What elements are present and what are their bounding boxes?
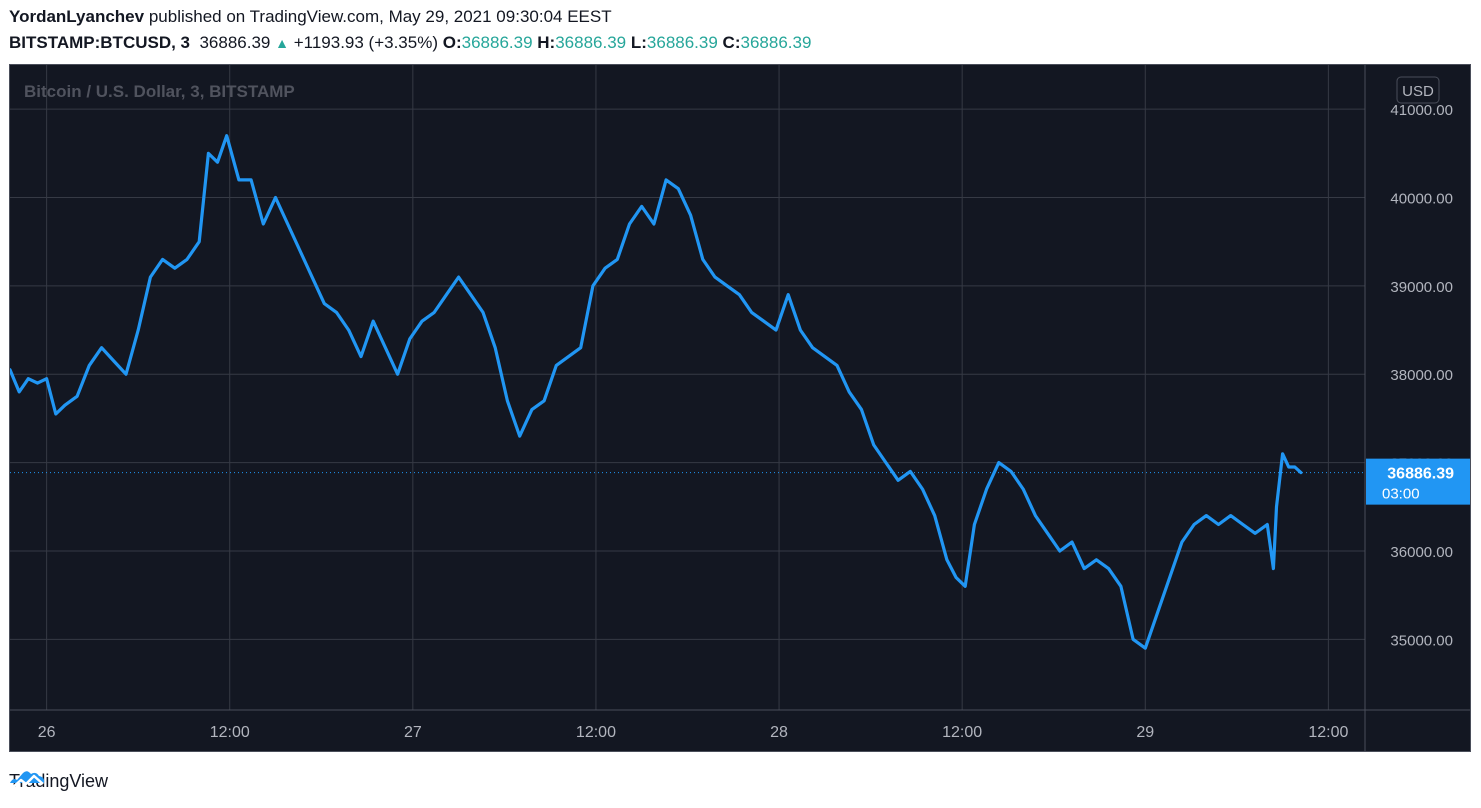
last-price: 36886.39 — [199, 33, 271, 52]
y-tick-label: 39000.00 — [1390, 279, 1453, 296]
currency-badge — [1396, 76, 1440, 104]
price-change: +1193.93 (+3.35%) — [293, 33, 438, 52]
up-triangle-icon: ▲ — [275, 35, 289, 51]
published-text: published on TradingView.com, May 29, 20… — [148, 7, 612, 26]
close-value: 36886.39 — [740, 33, 812, 52]
countdown-label: 03:00 — [1382, 486, 1420, 503]
close-label: C: — [722, 33, 741, 52]
x-tick-label: 26 — [38, 724, 56, 741]
high-label: H: — [537, 33, 556, 52]
chart-title: Bitcoin / U.S. Dollar, 3, BITSTAMP — [24, 82, 295, 101]
author-name[interactable]: YordanLyanchev — [9, 7, 145, 26]
price-chart[interactable]: 35000.0036000.0037000.0038000.0039000.00… — [10, 65, 1470, 751]
x-tick-label: 29 — [1136, 724, 1154, 741]
x-tick-label: 12:00 — [1308, 724, 1348, 741]
y-tick-label: 36000.00 — [1390, 544, 1453, 561]
open-value: 36886.39 — [461, 33, 533, 52]
currency-label: USD — [1402, 83, 1434, 100]
open-label: O: — [442, 33, 462, 52]
high-value: 36886.39 — [555, 33, 627, 52]
btc-price-line — [10, 134, 1303, 650]
y-tick-label: 35000.00 — [1390, 632, 1453, 649]
x-tick-label: 28 — [770, 724, 788, 741]
low-label: L: — [630, 33, 647, 52]
x-tick-label: 12:00 — [942, 724, 982, 741]
x-tick-label: 12:00 — [210, 724, 250, 741]
chart-panel[interactable]: 35000.0036000.0037000.0038000.0039000.00… — [9, 64, 1471, 752]
last-price-badge — [1366, 458, 1470, 505]
tradingview-logo-icon — [10, 771, 45, 789]
symbol-label: BITSTAMP:BTCUSD, 3 — [9, 33, 191, 52]
symbol-info-bar: BITSTAMP:BTCUSD, 3 36886.39 ▲ +1193.93 (… — [9, 33, 811, 53]
low-value: 36886.39 — [646, 33, 718, 52]
footer-brand: TradingView — [9, 768, 108, 794]
y-tick-label: 38000.00 — [1390, 367, 1453, 384]
x-tick-label: 27 — [404, 724, 422, 741]
y-tick-label: 41000.00 — [1390, 102, 1453, 119]
x-tick-label: 12:00 — [576, 724, 616, 741]
last-price-label: 36886.39 — [1387, 466, 1454, 483]
y-tick-label: 40000.00 — [1390, 191, 1453, 208]
publish-info: YordanLyanchev published on TradingView.… — [9, 7, 612, 27]
